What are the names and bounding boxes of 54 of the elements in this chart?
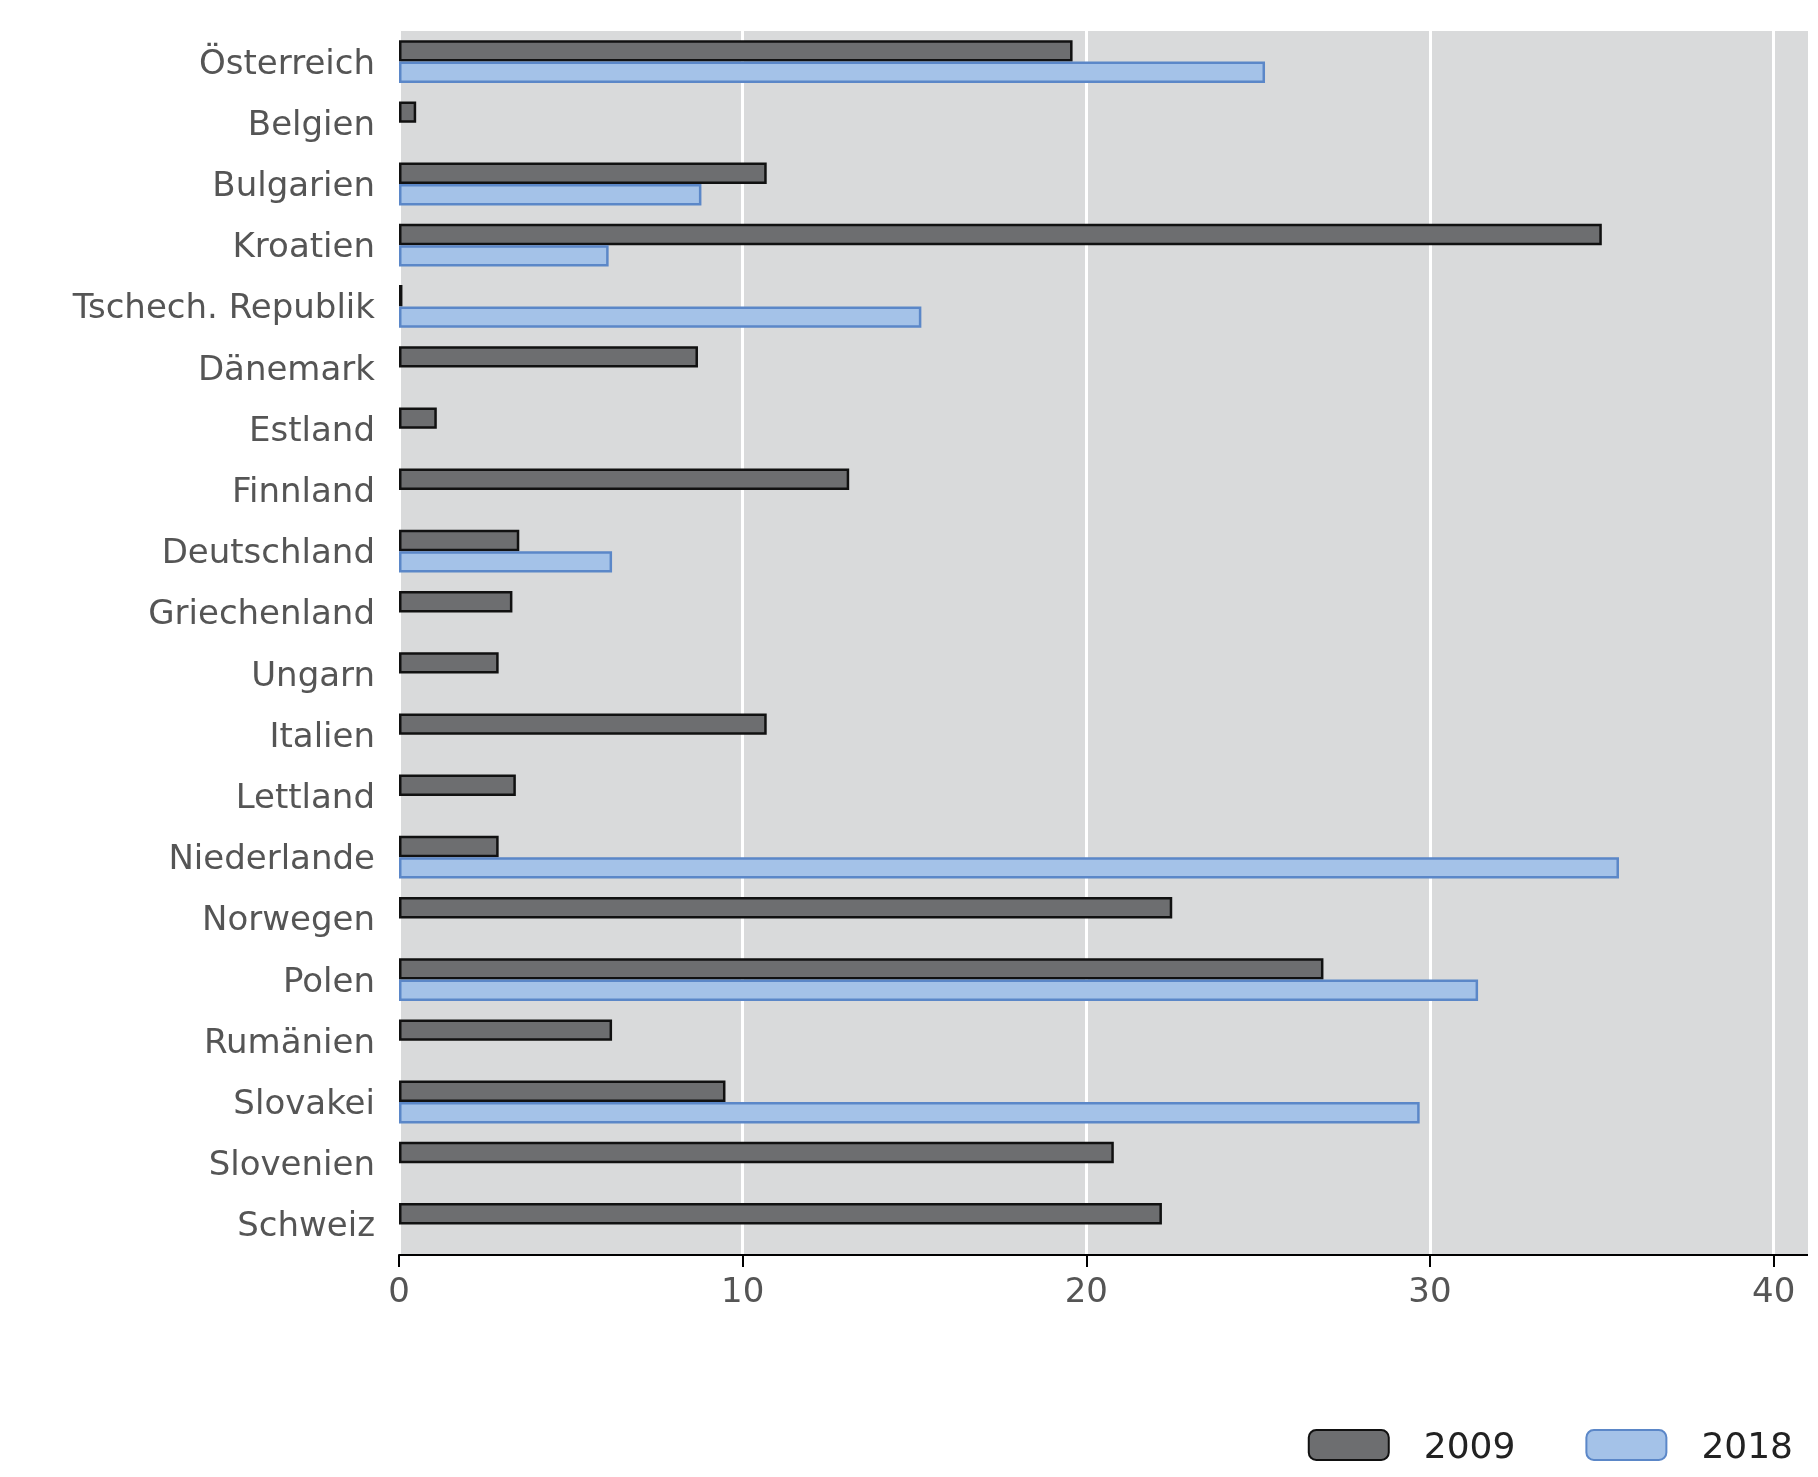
y-tick-label: Lettland	[235, 776, 375, 816]
bar	[399, 835, 499, 858]
y-tick-label: Slovakei	[233, 1082, 375, 1122]
bar	[399, 713, 767, 735]
bar	[399, 61, 1266, 84]
bar	[399, 1141, 1114, 1164]
y-tick-label: Tschech. Republik	[71, 286, 376, 327]
bar	[399, 774, 516, 796]
legend-label: 2018	[1701, 1424, 1794, 1466]
y-tick-label: Kroatien	[232, 225, 375, 266]
y-tick-label: Italien	[269, 714, 375, 755]
y-tick-label: Estland	[249, 408, 375, 449]
y-tick-label: Bulgarien	[212, 164, 375, 204]
bar	[399, 245, 609, 267]
y-tick-label: Niederlande	[168, 837, 375, 878]
y-tick-label: Belgien	[247, 102, 375, 143]
bar	[399, 468, 850, 490]
y-tick-label: Polen	[282, 959, 375, 1000]
bar	[399, 958, 1324, 980]
x-tick-label: 30	[1408, 1270, 1452, 1310]
bar	[399, 407, 437, 429]
y-tick-label: Griechenland	[148, 592, 375, 633]
y-tick-label: Schweiz	[237, 1204, 375, 1245]
bar	[399, 223, 1602, 246]
bar	[399, 652, 499, 674]
x-tick-label: 20	[1064, 1270, 1108, 1310]
bar	[399, 1102, 1420, 1124]
bar	[399, 162, 767, 184]
y-tick-label: Norwegen	[202, 898, 375, 939]
y-tick-label: Österreich	[199, 41, 375, 82]
bar	[399, 529, 520, 552]
y-tick-label: Ungarn	[251, 653, 375, 694]
bar	[399, 979, 1479, 1002]
legend-label: 2009	[1423, 1424, 1516, 1466]
x-tick-label: 10	[721, 1270, 765, 1310]
bar	[399, 857, 1619, 879]
bar	[399, 40, 1073, 62]
y-tick-label: Deutschland	[161, 531, 375, 572]
x-tick-label: 40	[1752, 1270, 1796, 1310]
y-tick-label: Slovenien	[208, 1143, 375, 1184]
y-tick-label: Rumänien	[203, 1020, 375, 1061]
y-tick-label: Finnland	[231, 470, 375, 510]
bar	[399, 590, 513, 613]
bar	[399, 551, 613, 573]
bar	[399, 184, 702, 206]
bar	[399, 306, 922, 328]
bar	[399, 1019, 613, 1041]
bar	[399, 896, 1173, 919]
bar	[399, 1080, 726, 1102]
bar	[399, 346, 698, 368]
x-tick-label: 0	[388, 1270, 410, 1310]
bar	[399, 1202, 1162, 1225]
y-tick-label: Dänemark	[197, 347, 376, 388]
bar	[399, 101, 417, 123]
